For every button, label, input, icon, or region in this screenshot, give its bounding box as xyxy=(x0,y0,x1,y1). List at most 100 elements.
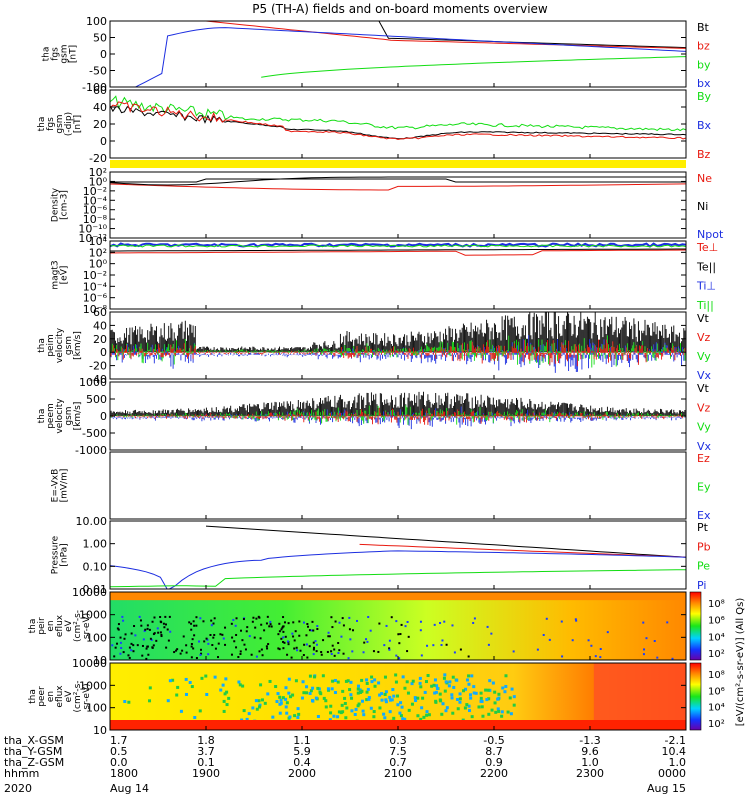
heatmap-cell xyxy=(287,622,290,625)
heatmap-cell xyxy=(278,695,282,699)
heatmap-cell xyxy=(487,697,491,701)
heatmap-cell xyxy=(423,690,427,694)
heatmap-background xyxy=(110,592,686,660)
heatmap-cell xyxy=(493,701,497,705)
y-axis-label: (cm²-s- xyxy=(73,610,83,642)
heatmap-cell xyxy=(494,710,498,714)
legend-ti: Ti|| xyxy=(696,299,714,312)
heatmap-cell xyxy=(419,629,422,632)
heatmap-cell xyxy=(282,636,285,639)
heatmap-cell xyxy=(331,679,335,683)
y-axis-label: tha xyxy=(37,117,47,132)
series-te-par xyxy=(110,248,686,252)
heatmap-cell xyxy=(159,631,162,634)
heatmap-cell xyxy=(235,617,238,620)
heatmap-cell xyxy=(340,703,344,707)
heatmap-cell xyxy=(260,623,263,626)
heatmap-cell xyxy=(484,688,488,692)
heatmap-cell xyxy=(291,693,295,697)
heatmap-cell xyxy=(278,711,282,715)
heatmap-cell xyxy=(254,699,258,703)
series-bx xyxy=(134,27,686,87)
heatmap-cell xyxy=(198,640,201,643)
heatmap-cell xyxy=(303,643,306,646)
heatmap-cell xyxy=(356,619,358,622)
heatmap-cell xyxy=(378,706,382,710)
heatmap-cell xyxy=(452,685,456,689)
heatmap-cell xyxy=(403,717,407,721)
heatmap-cell xyxy=(425,713,429,717)
heatmap-cell xyxy=(308,629,311,632)
heatmap-cell xyxy=(348,616,351,619)
panel-3: Density [cm-3] 10²10⁰10⁻²10⁻⁴10⁻⁶10⁻⁸10⁻¹⁰… xyxy=(51,166,724,245)
y-tick-label: 10.00 xyxy=(76,515,108,528)
heatmap-cell xyxy=(136,644,139,647)
heatmap-cell xyxy=(344,679,348,683)
heatmap-cell xyxy=(470,674,474,678)
heatmap-cell xyxy=(188,621,191,624)
heatmap-cell xyxy=(341,689,345,693)
y-axis-label: tha xyxy=(42,47,52,62)
heatmap-cell xyxy=(190,622,193,625)
heatmap-cell xyxy=(212,636,215,639)
series-ne xyxy=(110,183,686,191)
x-tick-label: 8.7 xyxy=(485,745,503,758)
y-axis-label: tha xyxy=(28,619,38,634)
heatmap-cell xyxy=(254,626,257,629)
heatmap-cell xyxy=(311,620,314,623)
heatmap-cell xyxy=(366,640,369,643)
heatmap-cell xyxy=(399,633,402,636)
heatmap-cell xyxy=(286,653,289,656)
heatmap-cell xyxy=(332,714,336,718)
heatmap-cell xyxy=(211,644,214,647)
heatmap-cell xyxy=(560,620,563,623)
heatmap-cell xyxy=(322,696,326,700)
heatmap-cell xyxy=(356,691,360,695)
heatmap-cell xyxy=(143,629,146,632)
heatmap-cell xyxy=(477,705,481,709)
colorbar xyxy=(689,591,702,661)
panel-1: tha fgs gsm [nT] 100 50 0 -50 -100 Bt bz by bx xyxy=(42,15,711,94)
heatmap-cell xyxy=(419,717,423,721)
heatmap-cell xyxy=(324,705,328,709)
heatmap-low-band xyxy=(110,720,686,730)
series-by xyxy=(110,95,686,132)
y-axis-label: tha xyxy=(28,689,38,704)
x-tick-label: 0.7 xyxy=(389,756,407,769)
heatmap-cell xyxy=(366,687,370,691)
y-tick-label: -40 xyxy=(89,373,107,386)
heatmap-cell xyxy=(199,617,202,620)
heatmap-cell xyxy=(545,617,548,620)
heatmap-cell xyxy=(284,635,287,638)
heatmap-cell xyxy=(440,644,443,647)
heatmap-cell xyxy=(443,673,447,677)
legend-vz: Vz xyxy=(697,401,711,414)
x-tick-label: Aug 15 xyxy=(647,782,686,795)
heatmap-cell xyxy=(258,650,261,653)
heatmap-cell xyxy=(213,675,217,679)
colorbar-tick-label: 10⁶ xyxy=(708,686,725,697)
heatmap-cell xyxy=(395,620,398,623)
y-axis-label: eflux xyxy=(55,685,65,708)
y-tick-label: 10⁻⁴ xyxy=(83,280,108,293)
heatmap-cell xyxy=(237,656,240,659)
heatmap-cell xyxy=(666,621,669,624)
heatmap-cell xyxy=(193,634,196,637)
legend-by: By xyxy=(697,90,712,103)
y-tick-label: 10⁻² xyxy=(83,269,107,282)
legend-vt: Vt xyxy=(697,312,710,325)
heatmap-cell xyxy=(337,710,341,714)
heatmap-cell xyxy=(481,714,485,718)
heatmap-cell xyxy=(306,623,309,626)
heatmap-cell xyxy=(372,710,376,714)
heatmap-cell xyxy=(237,680,241,684)
heatmap-cell xyxy=(199,648,202,651)
heatmap-cell xyxy=(419,685,423,689)
heatmap-cell xyxy=(153,632,156,635)
heatmap-cell xyxy=(234,624,237,627)
y-axis-label: peer xyxy=(37,686,47,707)
legend-te: Te⊥ xyxy=(696,241,718,254)
heatmap-cell xyxy=(370,675,374,679)
heatmap-cell xyxy=(144,628,147,631)
